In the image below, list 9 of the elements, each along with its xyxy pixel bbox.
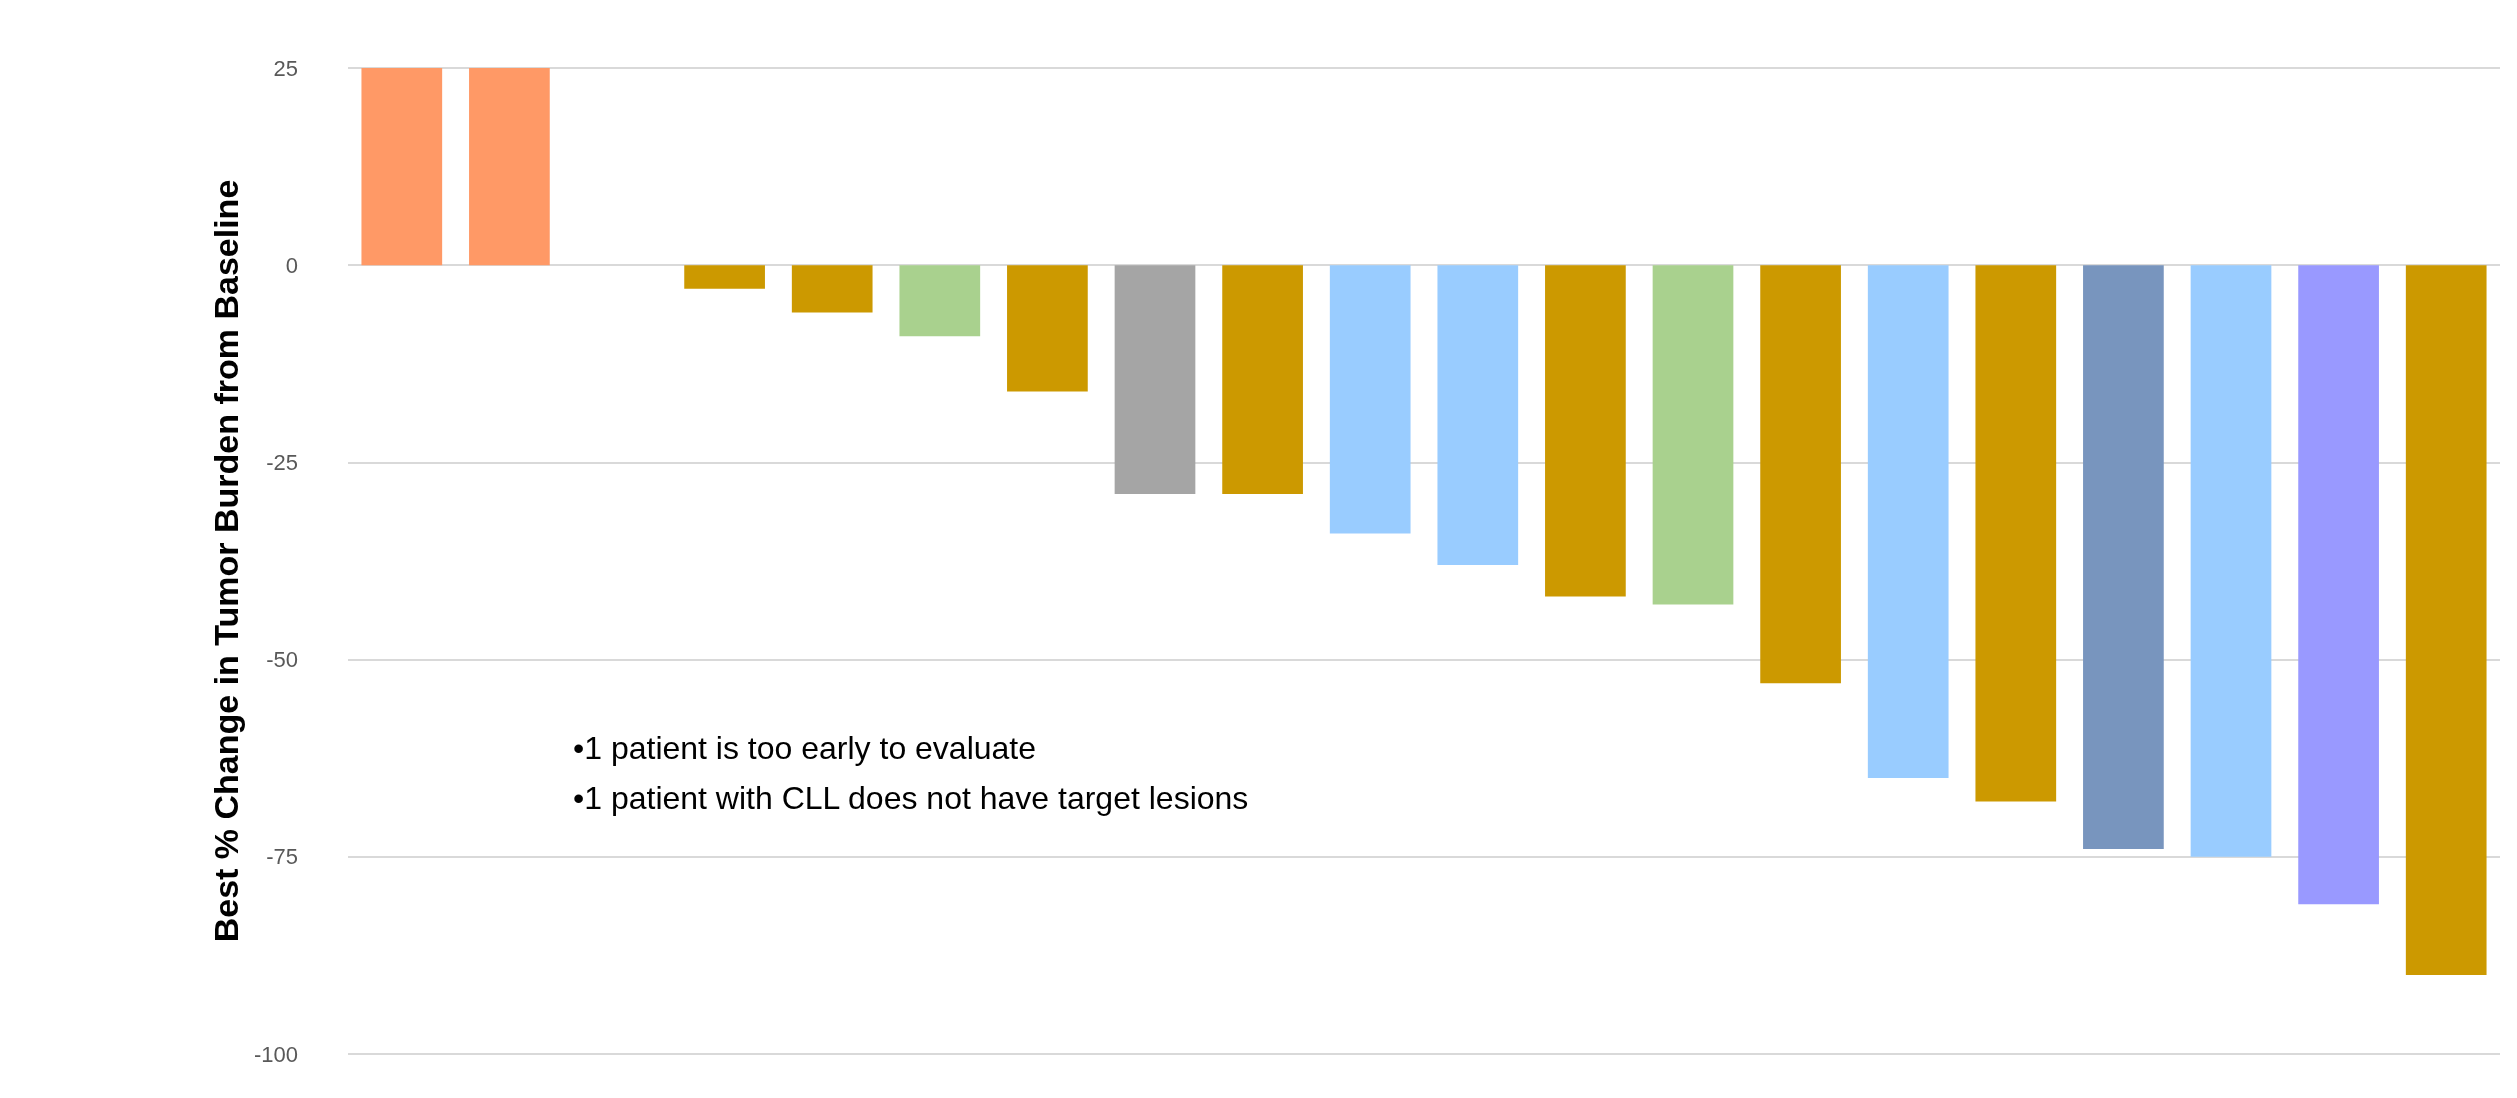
y-axis-title: Best % Change in Tumor Burden from Baseline — [207, 179, 246, 943]
y-tick-label: -25 — [266, 449, 298, 475]
y-tick-label: -50 — [266, 647, 298, 673]
annotation: •1 patient is too early to evaluate — [573, 730, 1037, 766]
y-tick-label: 25 — [273, 55, 298, 81]
y-tick-label: -100 — [253, 1041, 298, 1067]
y-tick-label: -75 — [266, 844, 298, 870]
annotation: •1 patient with CLL does not have target lesions — [573, 780, 1249, 816]
y-tick-label: 0 — [285, 252, 298, 278]
